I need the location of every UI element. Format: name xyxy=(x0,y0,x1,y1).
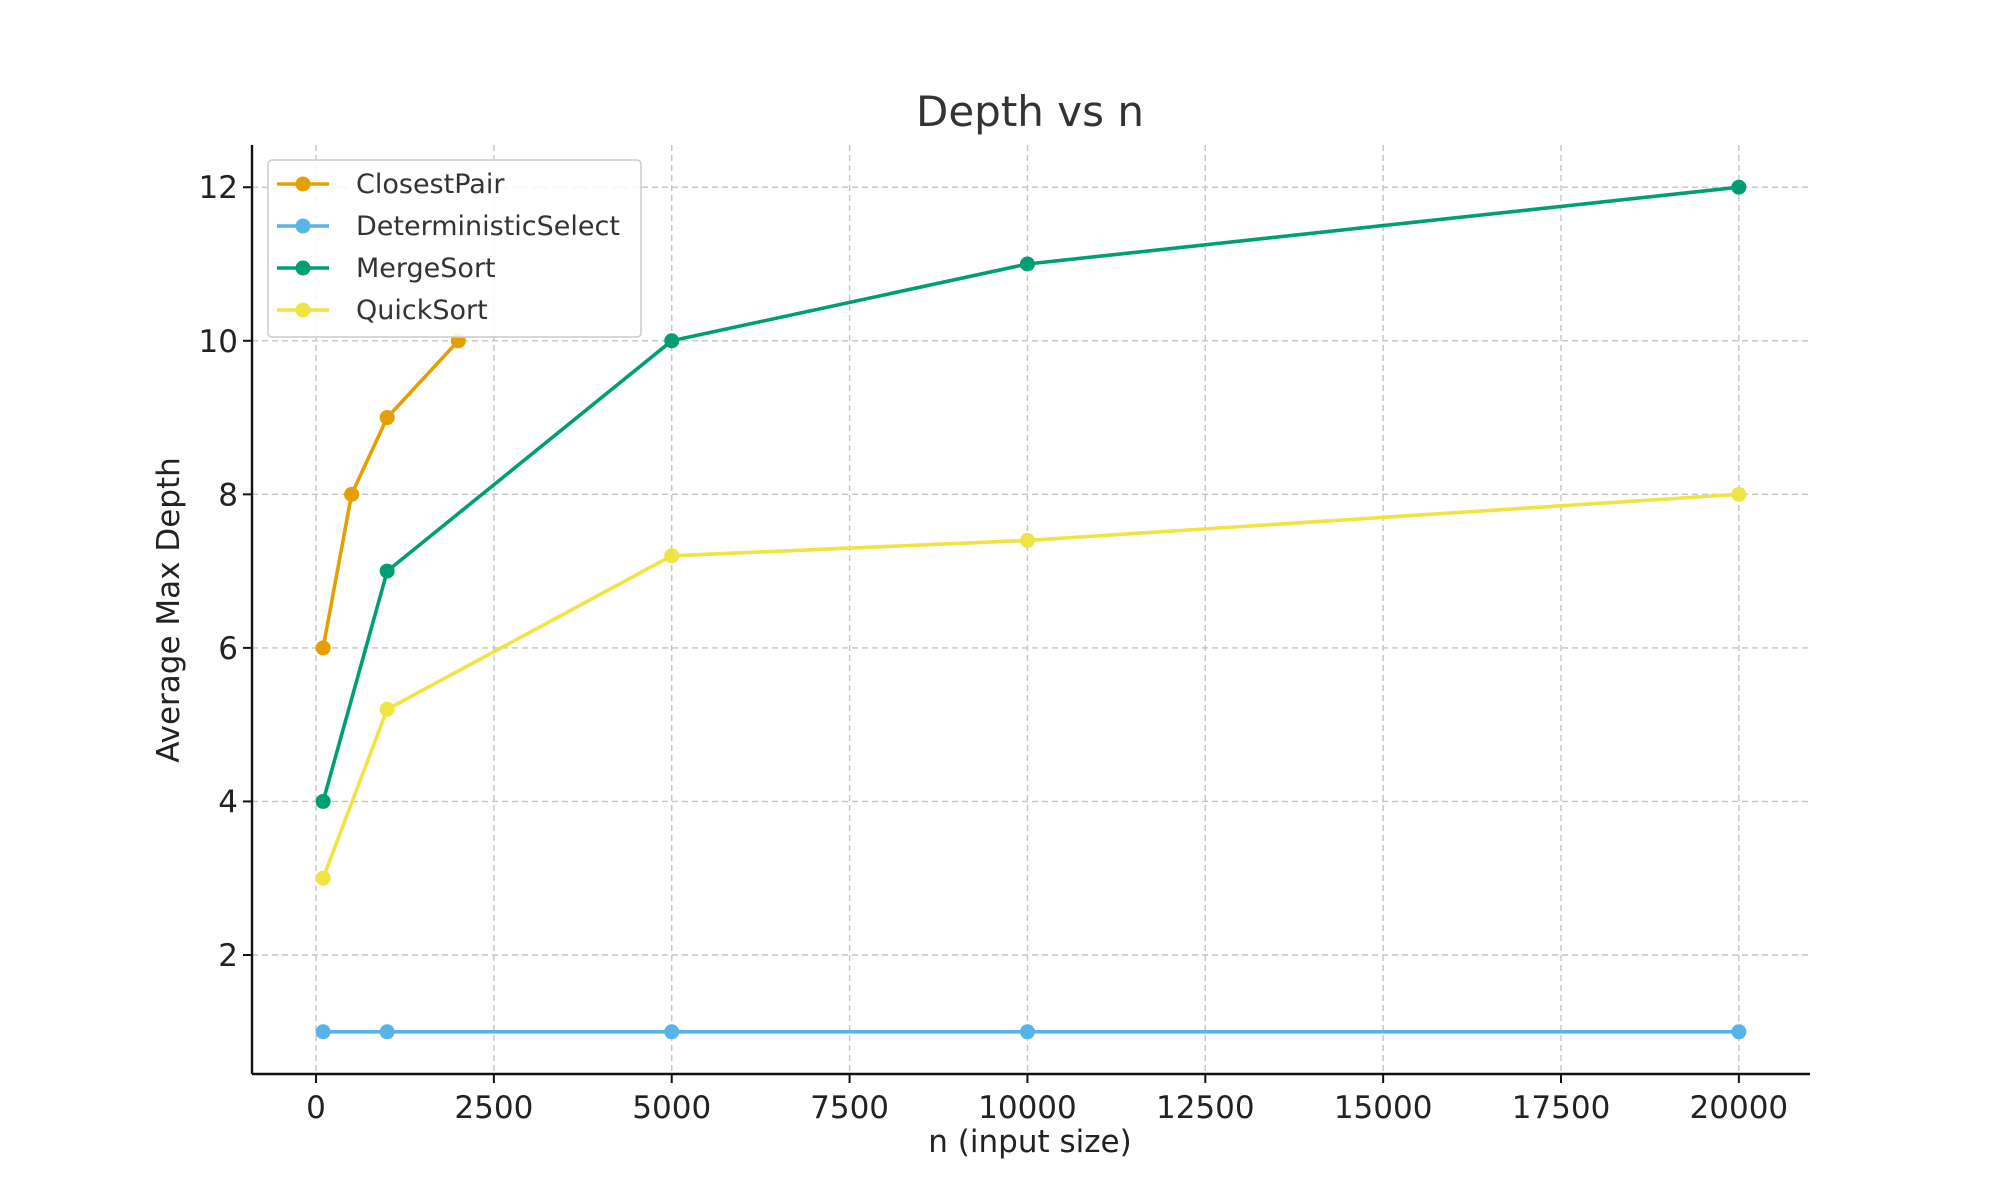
data-point-deterministicselect xyxy=(1731,1024,1747,1040)
series-deterministicselect xyxy=(315,1024,1747,1040)
legend-label: DeterministicSelect xyxy=(356,211,620,242)
x-tick-label: 20000 xyxy=(1690,1090,1789,1126)
data-point-deterministicselect xyxy=(1019,1024,1035,1040)
legend: ClosestPair DeterministicSelect MergeSort Q… xyxy=(267,159,642,338)
data-point-deterministicselect xyxy=(315,1024,331,1040)
data-point-closestpair xyxy=(315,640,331,656)
legend-label: ClosestPair xyxy=(356,169,505,200)
y-tick-label: 4 xyxy=(218,784,238,820)
x-tick-label: 5000 xyxy=(632,1090,711,1126)
x-tick-label: 15000 xyxy=(1334,1090,1433,1126)
legend-item-mergesort: MergeSort xyxy=(277,253,496,284)
y-tick-label: 10 xyxy=(199,324,238,360)
y-tick-label: 2 xyxy=(218,938,238,974)
data-point-quicksort xyxy=(664,548,680,564)
y-tick-label: 6 xyxy=(218,631,238,667)
data-point-mergesort xyxy=(379,563,395,579)
y-tick-label: 12 xyxy=(199,170,238,206)
y-axis-title: Average Max Depth xyxy=(151,457,187,763)
series-layer xyxy=(315,179,1747,1040)
data-point-quicksort xyxy=(379,701,395,717)
data-point-mergesort xyxy=(664,333,680,349)
chart-title: Depth vs n xyxy=(916,87,1144,136)
series-quicksort xyxy=(315,486,1747,886)
x-axis-ticks: 0 2500 5000 7500 10000 12500 15000 17500 20000 xyxy=(306,1074,1788,1126)
legend-label: MergeSort xyxy=(356,253,496,284)
data-point-closestpair xyxy=(379,410,395,426)
legend-swatch-marker xyxy=(295,218,311,234)
data-point-deterministicselect xyxy=(664,1024,680,1040)
data-point-quicksort xyxy=(315,870,331,886)
data-point-mergesort xyxy=(315,793,331,809)
legend-swatch-marker xyxy=(295,302,311,318)
data-point-quicksort xyxy=(1731,486,1747,502)
data-point-mergesort xyxy=(1731,179,1747,195)
legend-swatch-marker xyxy=(295,260,311,276)
x-axis-title: n (input size) xyxy=(928,1124,1131,1160)
data-point-deterministicselect xyxy=(379,1024,395,1040)
legend-item-closestpair: ClosestPair xyxy=(277,169,505,200)
series-line-closestpair xyxy=(321,339,460,649)
y-axis-ticks: 2 4 6 8 10 12 xyxy=(199,170,252,974)
x-tick-label: 0 xyxy=(306,1090,326,1126)
legend-label: QuickSort xyxy=(356,295,488,326)
x-tick-label: 10000 xyxy=(978,1090,1077,1126)
legend-box xyxy=(267,159,642,338)
data-point-quicksort xyxy=(1019,532,1035,548)
legend-item-quicksort: QuickSort xyxy=(277,295,488,326)
x-tick-label: 7500 xyxy=(810,1090,889,1126)
legend-item-deterministicselect: DeterministicSelect xyxy=(277,211,620,242)
legend-swatch-marker xyxy=(295,176,311,192)
series-mergesort xyxy=(315,179,1747,809)
x-tick-label: 17500 xyxy=(1512,1090,1611,1126)
x-tick-label: 2500 xyxy=(454,1090,533,1126)
y-tick-label: 8 xyxy=(218,477,238,513)
axes xyxy=(250,145,1810,1076)
x-tick-label: 12500 xyxy=(1156,1090,1255,1126)
data-point-mergesort xyxy=(1019,256,1035,272)
data-point-closestpair xyxy=(344,486,360,502)
